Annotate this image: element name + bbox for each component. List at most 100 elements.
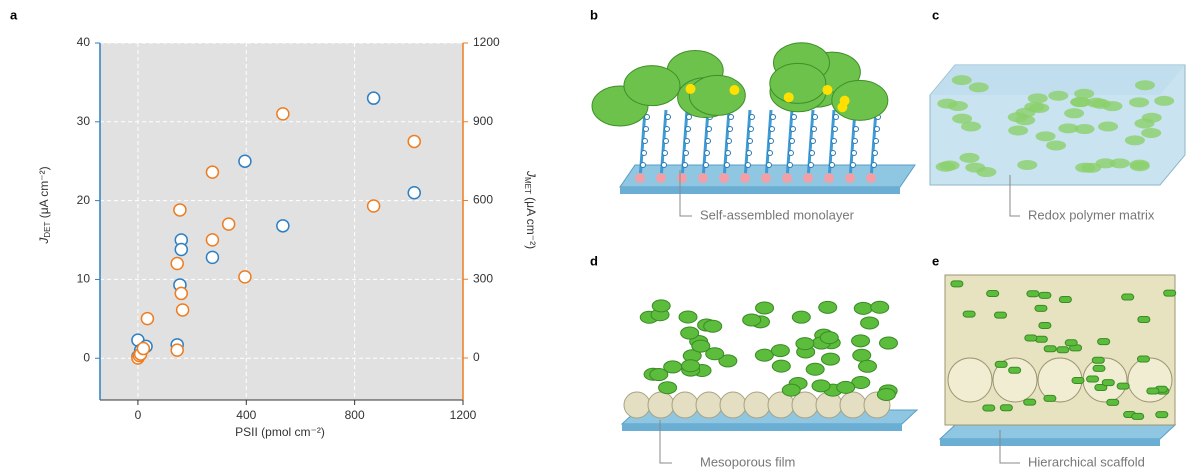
- cell: [1058, 123, 1079, 134]
- cell: [1035, 131, 1056, 142]
- cell: [1109, 158, 1130, 169]
- cell: [805, 362, 825, 376]
- cell: [1124, 135, 1145, 146]
- point: [238, 270, 252, 284]
- cell: [851, 334, 871, 348]
- cell: [1095, 158, 1116, 169]
- atom: [769, 126, 775, 132]
- panel-label: d: [590, 253, 598, 268]
- point: [366, 199, 381, 213]
- cell: [1101, 379, 1115, 387]
- anchor: [656, 173, 666, 183]
- anchor: [866, 173, 876, 183]
- cell: [968, 82, 989, 93]
- cell: [858, 359, 878, 373]
- atom: [767, 150, 773, 156]
- cell: [1024, 334, 1038, 342]
- cell: [976, 167, 997, 178]
- y2-tick-label: 900: [473, 114, 493, 128]
- cell: [818, 300, 838, 314]
- cell: [1017, 159, 1038, 170]
- cell: [1008, 366, 1022, 374]
- cell: [876, 387, 896, 401]
- leader: [659, 420, 672, 464]
- atom: [809, 150, 815, 156]
- anchor: [761, 173, 771, 183]
- cell: [795, 337, 815, 351]
- anchor: [782, 173, 792, 183]
- cell: [791, 310, 811, 324]
- cell: [1141, 127, 1162, 138]
- cell: [1154, 95, 1175, 106]
- cell: [1141, 112, 1162, 123]
- cell: [961, 121, 982, 132]
- atom: [664, 126, 670, 132]
- bead: [623, 391, 651, 419]
- point: [276, 107, 290, 121]
- y-axis-label: JDET (μA cm⁻²): [37, 166, 52, 244]
- atom: [852, 138, 858, 144]
- caption: Hierarchical scaffold: [1028, 454, 1145, 469]
- cell: [1064, 108, 1085, 119]
- y2-tick-label: 0: [473, 350, 480, 364]
- cell: [1094, 384, 1108, 392]
- cell: [937, 98, 958, 109]
- cell: [1155, 411, 1169, 419]
- atom: [770, 114, 776, 120]
- atom: [703, 162, 709, 168]
- cell: [781, 383, 801, 397]
- panel-label: b: [590, 7, 598, 22]
- atom: [851, 150, 857, 156]
- atom: [747, 138, 753, 144]
- y-tick-label: 10: [77, 272, 91, 286]
- bead: [791, 391, 819, 419]
- cell: [1034, 304, 1048, 312]
- chain: [869, 109, 878, 181]
- atom: [853, 126, 859, 132]
- point: [205, 165, 220, 179]
- cell: [820, 352, 840, 366]
- cell: [1163, 289, 1177, 297]
- cell: [1131, 412, 1145, 420]
- cell: [1129, 97, 1150, 108]
- atom: [682, 162, 688, 168]
- cell: [986, 290, 1000, 298]
- atom: [810, 138, 816, 144]
- point: [366, 91, 381, 105]
- cell: [1024, 101, 1045, 112]
- atom: [686, 114, 692, 120]
- y2-label-symbol: J: [524, 170, 538, 178]
- cell: [691, 339, 711, 353]
- y-tick-label: 0: [83, 350, 90, 364]
- x-tick-label: 1200: [450, 408, 477, 422]
- atom: [832, 126, 838, 132]
- point: [238, 154, 252, 168]
- cell: [870, 300, 890, 314]
- point: [276, 219, 290, 233]
- cell: [678, 310, 698, 324]
- point: [173, 203, 187, 217]
- caption: Mesoporous film: [700, 454, 795, 469]
- linker: [729, 85, 740, 96]
- cell: [1043, 394, 1057, 402]
- pore: [992, 357, 1038, 403]
- leader: [679, 170, 692, 217]
- cell: [755, 301, 775, 315]
- point: [136, 341, 151, 356]
- cell: [681, 359, 701, 373]
- atom: [704, 150, 710, 156]
- cell: [811, 379, 831, 393]
- pore: [947, 357, 993, 403]
- atom: [728, 114, 734, 120]
- cell: [1116, 382, 1130, 390]
- y-tick-label: 40: [77, 35, 91, 49]
- chain: [785, 109, 794, 181]
- panel-label: a: [10, 7, 18, 22]
- chain: [701, 109, 710, 181]
- cell: [1038, 321, 1052, 329]
- y2-tick-label: 1200: [473, 35, 500, 49]
- cell: [649, 368, 669, 382]
- atom: [829, 162, 835, 168]
- chain: [680, 109, 689, 181]
